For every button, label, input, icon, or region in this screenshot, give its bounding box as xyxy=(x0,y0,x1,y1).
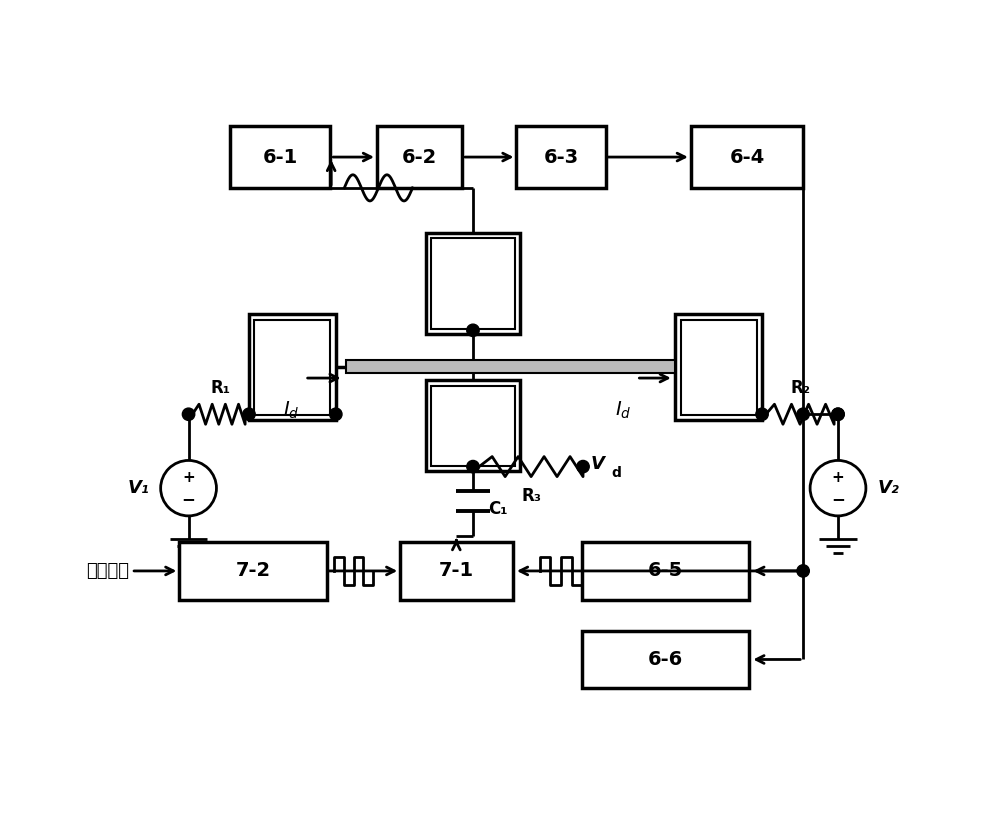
Text: 6-3: 6-3 xyxy=(543,148,578,167)
Circle shape xyxy=(182,408,195,420)
Bar xyxy=(516,126,606,188)
Text: 6-2: 6-2 xyxy=(402,148,437,167)
Bar xyxy=(691,126,803,188)
Bar xyxy=(431,386,515,466)
Circle shape xyxy=(797,565,809,577)
Bar xyxy=(681,319,757,415)
Circle shape xyxy=(330,408,342,420)
Text: 6-5: 6-5 xyxy=(648,561,683,580)
Bar xyxy=(431,238,515,329)
Text: 6-1: 6-1 xyxy=(262,148,298,167)
Text: −: − xyxy=(182,490,195,508)
Text: R₁: R₁ xyxy=(211,379,231,397)
Text: +: + xyxy=(182,470,195,485)
Bar xyxy=(179,542,326,600)
Circle shape xyxy=(467,460,479,473)
Text: R₂: R₂ xyxy=(790,379,810,397)
Bar xyxy=(249,314,336,420)
Circle shape xyxy=(161,460,216,516)
Bar xyxy=(230,126,330,188)
Bar xyxy=(582,631,749,688)
Text: C₁: C₁ xyxy=(488,500,508,518)
Text: 输入信号: 输入信号 xyxy=(86,562,129,580)
Circle shape xyxy=(832,408,844,420)
Circle shape xyxy=(832,408,844,420)
Bar xyxy=(426,380,520,471)
Text: $\mathit{I_d}$: $\mathit{I_d}$ xyxy=(283,399,300,421)
Text: 6-4: 6-4 xyxy=(729,148,765,167)
Text: 7-1: 7-1 xyxy=(439,561,474,580)
Text: −: − xyxy=(831,490,845,508)
Circle shape xyxy=(797,408,809,420)
Text: 6-6: 6-6 xyxy=(648,650,683,669)
Bar xyxy=(377,126,462,188)
Bar xyxy=(675,314,762,420)
Circle shape xyxy=(756,408,768,420)
Text: V: V xyxy=(591,455,605,473)
Text: +: + xyxy=(832,470,844,485)
Bar xyxy=(346,360,675,373)
Bar xyxy=(426,233,520,334)
Text: $\mathit{I_d}$: $\mathit{I_d}$ xyxy=(615,399,632,421)
Circle shape xyxy=(577,460,589,473)
Circle shape xyxy=(467,324,479,336)
Text: R₃: R₃ xyxy=(521,486,541,505)
Text: d: d xyxy=(612,465,622,480)
Circle shape xyxy=(810,460,866,516)
Bar xyxy=(582,542,749,600)
Text: 7-2: 7-2 xyxy=(235,561,270,580)
Text: V₁: V₁ xyxy=(127,480,149,497)
Bar xyxy=(400,542,512,600)
Bar xyxy=(254,319,330,415)
Text: V₂: V₂ xyxy=(878,480,899,497)
Circle shape xyxy=(243,408,255,420)
